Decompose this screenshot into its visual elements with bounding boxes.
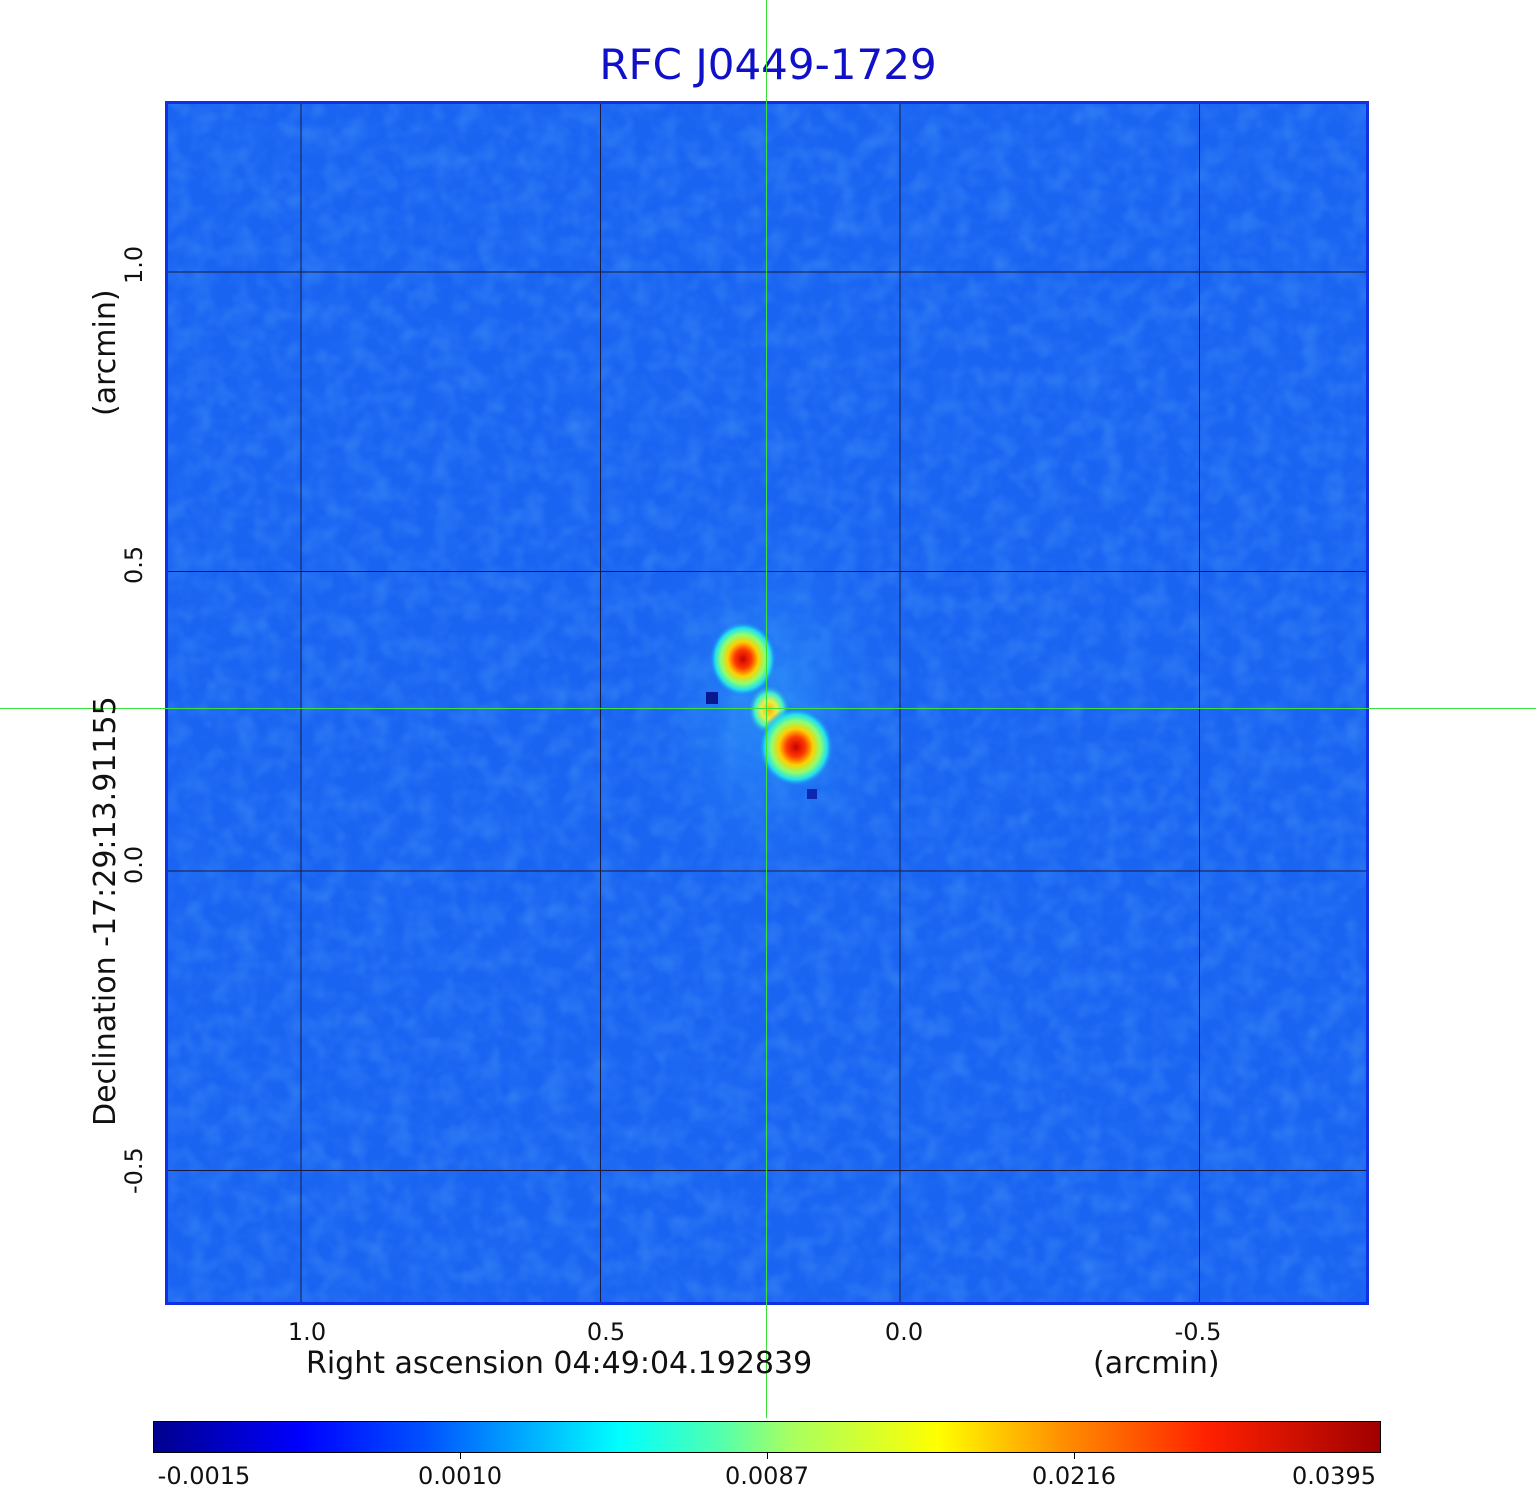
intensity-map (168, 104, 1366, 1302)
y-tick-label: 0.5 (120, 545, 148, 584)
y-axis-label: Declination -17:29:13.91155 (88, 696, 123, 1126)
colorbar-tick-label: -0.0015 (157, 1462, 251, 1490)
colorbar-tick-label: 0.0087 (725, 1462, 809, 1490)
x-tick-label: -0.5 (1174, 1318, 1222, 1346)
colorbar (153, 1421, 1381, 1453)
x-axis-label: Right ascension 04:49:04.192839 (306, 1346, 813, 1381)
colorbar-tick-label: 0.0395 (1292, 1462, 1376, 1490)
y-tick-label: 1.0 (120, 245, 148, 284)
crosshair-vertical (766, 0, 767, 1418)
colorbar-tick-mark (767, 1453, 768, 1459)
y-tick-label: 0.0 (120, 845, 148, 884)
coordinate-grid (168, 104, 1366, 1302)
image-title: RFC J0449-1729 (599, 40, 937, 89)
source-emission (618, 499, 918, 919)
x-tick-label: 1.0 (287, 1318, 327, 1346)
y-axis-unit: (arcmin) (88, 289, 123, 416)
colorbar-tick-mark (460, 1453, 461, 1459)
radio-image-map[interactable] (165, 101, 1369, 1305)
x-tick-label: 0.5 (586, 1318, 626, 1346)
y-tick-label: -0.5 (120, 1147, 148, 1194)
colorbar-tick-mark (1074, 1453, 1075, 1459)
colorbar-tick-label: 0.0010 (418, 1462, 502, 1490)
crosshair-horizontal (0, 708, 1536, 709)
x-tick-label: 0.0 (884, 1318, 924, 1346)
x-axis-unit: (arcmin) (1093, 1346, 1220, 1381)
colorbar-tick-label: 0.0216 (1032, 1462, 1116, 1490)
